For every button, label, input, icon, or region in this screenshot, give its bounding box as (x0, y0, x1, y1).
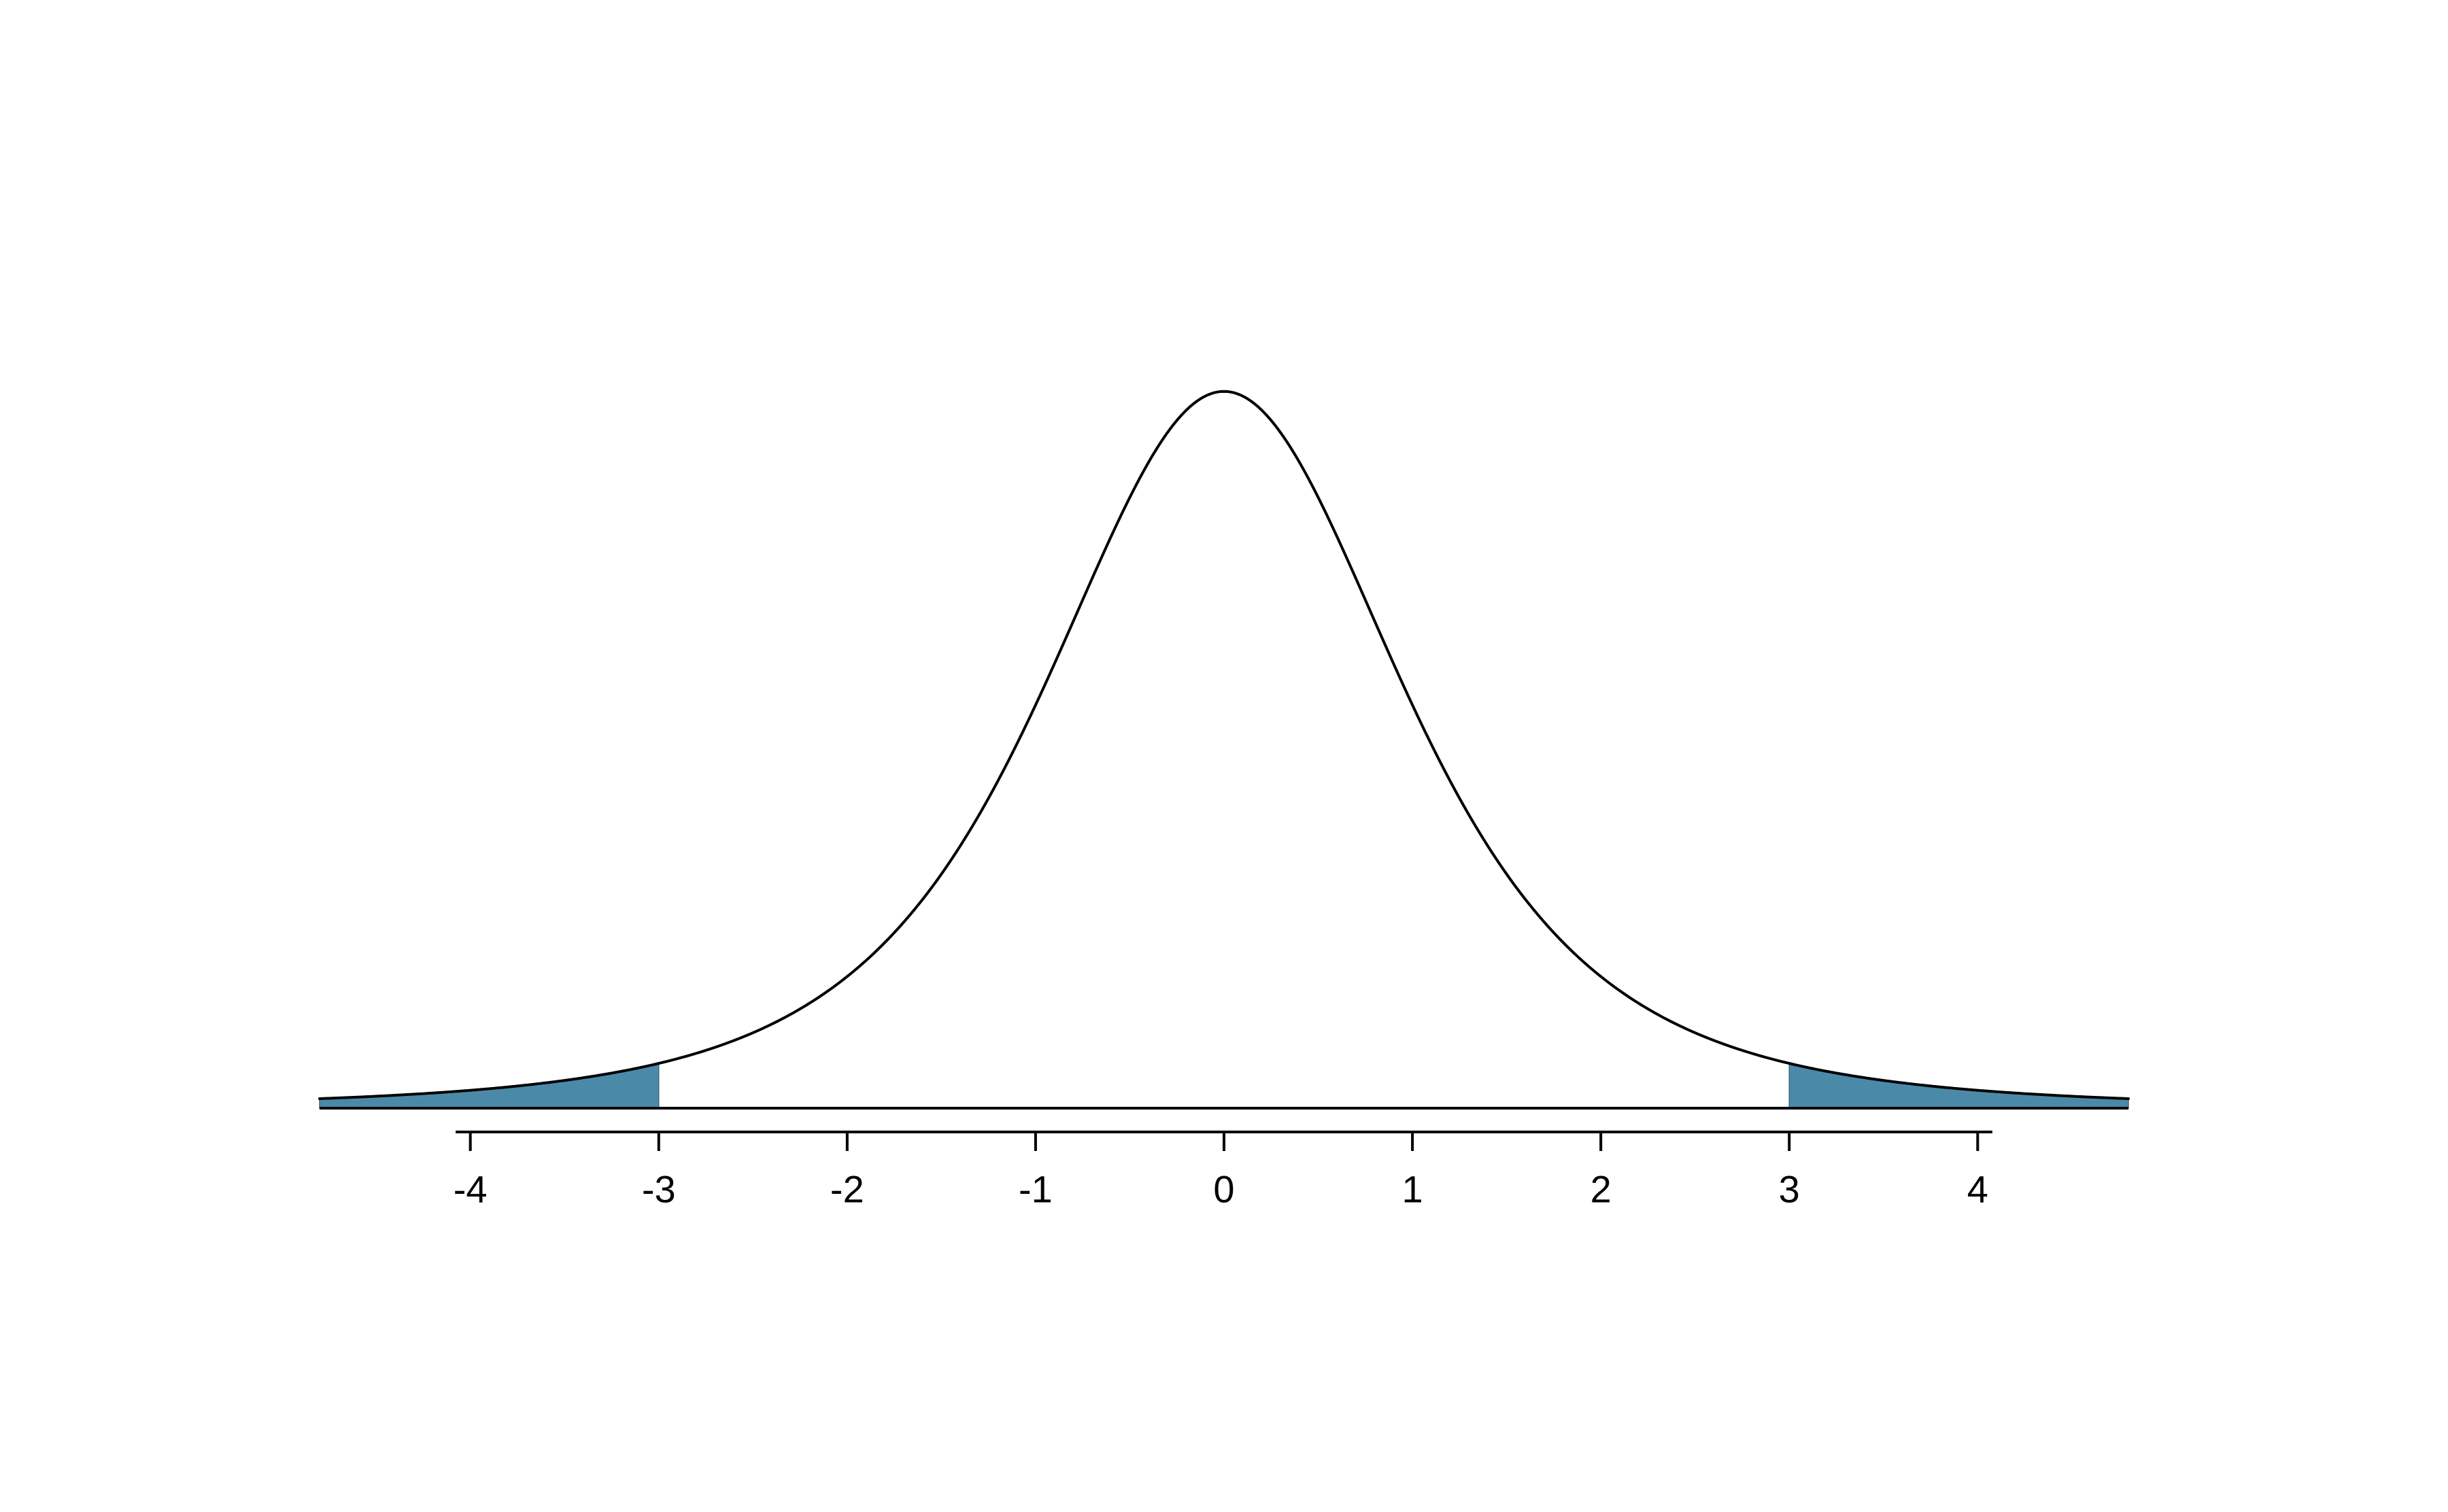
t-distribution-chart: -4 -3 -2 -1 0 1 2 3 4 (0, 0, 2448, 1512)
chart-background (0, 0, 2448, 1512)
x-tick-label: -3 (642, 1168, 676, 1211)
x-tick-label: 4 (1967, 1168, 1988, 1211)
x-tick-label: 2 (1591, 1168, 1612, 1211)
x-tick-label: 3 (1779, 1168, 1800, 1211)
x-tick-label: -2 (830, 1168, 864, 1211)
x-tick-label: 0 (1213, 1168, 1234, 1211)
x-tick-label: -4 (454, 1168, 488, 1211)
x-tick-label: 1 (1402, 1168, 1423, 1211)
x-tick-label: -1 (1019, 1168, 1053, 1211)
